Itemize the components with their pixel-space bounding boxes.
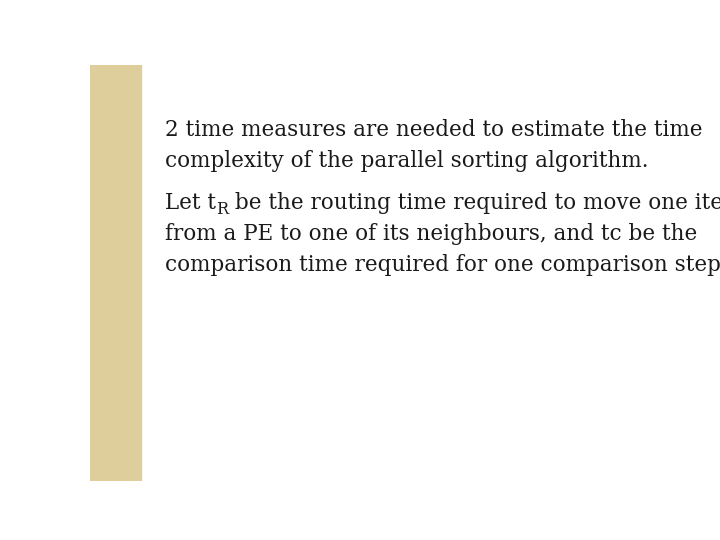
Text: R: R bbox=[216, 201, 228, 218]
Text: complexity of the parallel sorting algorithm.: complexity of the parallel sorting algor… bbox=[166, 150, 649, 172]
Text: Let t: Let t bbox=[166, 192, 216, 214]
Text: comparison time required for one comparison step.: comparison time required for one compari… bbox=[166, 254, 720, 276]
Text: 2 time measures are needed to estimate the time: 2 time measures are needed to estimate t… bbox=[166, 119, 703, 141]
Text: be the routing time required to move one item: be the routing time required to move one… bbox=[228, 192, 720, 214]
Bar bbox=[90, 65, 141, 481]
Text: from a PE to one of its neighbours, and tc be the: from a PE to one of its neighbours, and … bbox=[166, 223, 698, 245]
